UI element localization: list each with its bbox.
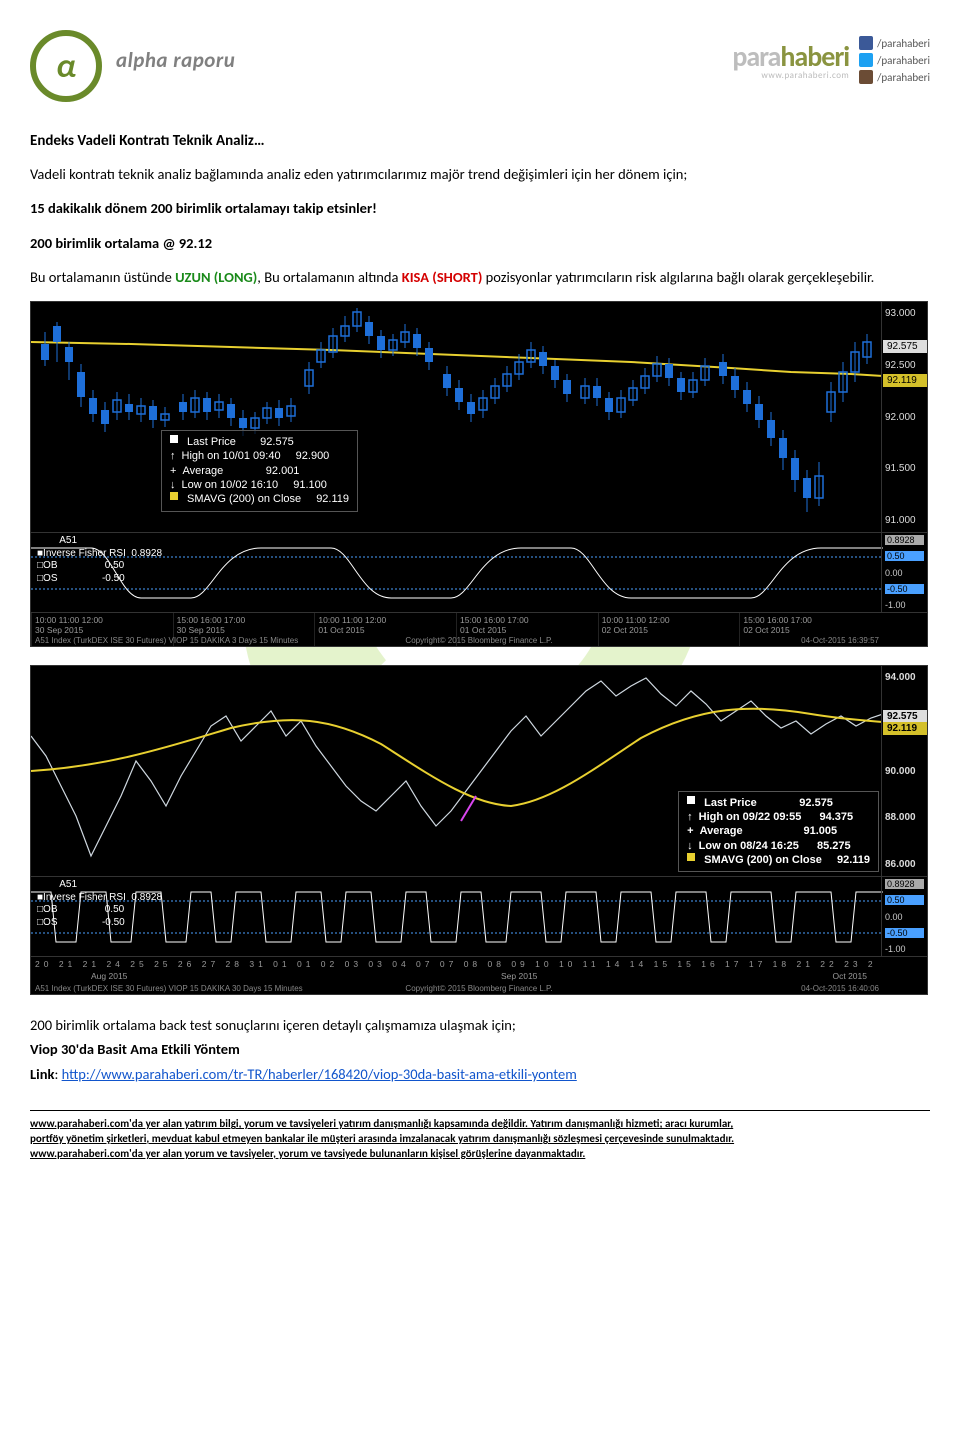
avg-value: 200 birimlik ortalama @ 92.12 [30, 233, 930, 253]
chart1-xaxis: 10:00 11:00 12:0030 Sep 2015 15:00 16:00… [31, 612, 927, 646]
facebook-icon [859, 36, 873, 50]
long-label: UZUN (LONG) [175, 268, 257, 286]
chart-3day-candles: 93.000 92.500 92.000 91.500 91.000 92.57… [30, 301, 928, 647]
short-label: KISA (SHORT) [402, 268, 483, 286]
backtest-link[interactable]: http://www.parahaberi.com/tr-TR/haberler… [62, 1065, 577, 1083]
chart-30day-line: 94.000 92.000 90.000 88.000 86.000 92.57… [30, 665, 928, 995]
chart1-info-box: Last Price 92.575 ↑ High on 10/01 09:40 … [161, 430, 358, 511]
chart2-xaxis: 20 21 21 24 25 25 26 27 28 31 01 01 02 0… [31, 956, 927, 994]
disclaimer: www.parahaberi.com'da yer alan yatırım b… [30, 1110, 930, 1162]
intro-text: Vadeli kontratı teknik analiz bağlamında… [30, 164, 930, 184]
page-header: α alpha raporu parahaberi www.parahaberi… [30, 18, 930, 102]
chart1-rsi-panel: A51 ■Inverse Fisher RSI 0.8928 □OB 0.50 … [31, 532, 927, 612]
chart1-ma-tag: 92.119 [883, 374, 927, 387]
chart2-yaxis: 94.000 92.000 90.000 88.000 86.000 [881, 666, 927, 876]
report-title: alpha raporu [116, 47, 235, 73]
brand-logo: parahaberi www.parahaberi.com [732, 39, 849, 81]
chart2-rsi-panel: A51 ■Inverse Fisher RSI 0.8928 □OB 0.50 … [31, 876, 927, 956]
social-links: /parahaberi /parahaberi /parahaberi [859, 36, 930, 84]
link-line: Link: http://www.parahaberi.com/tr-TR/ha… [30, 1064, 930, 1084]
chart2-info-box: Last Price 92.575 ↑ High on 09/22 09:55 … [678, 791, 879, 872]
chart1-yaxis: 93.000 92.500 92.000 91.500 91.000 [881, 302, 927, 532]
position-text: Bu ortalamanın üstünde UZUN (LONG), Bu o… [30, 267, 930, 287]
alpha-logo-icon: α [30, 30, 102, 102]
chart1-price-tag: 92.575 [883, 340, 927, 353]
instagram-icon [859, 70, 873, 84]
section-title: Endeks Vadeli Kontratı Teknik Analiz… [30, 132, 930, 150]
backtest-intro: 200 birimlik ortalama back test sonuçlar… [30, 1015, 930, 1035]
method-title: Viop 30'da Basit Ama Etkili Yöntem [30, 1039, 930, 1059]
twitter-icon [859, 53, 873, 67]
period-advice: 15 dakikalık dönem 200 birimlik ortalama… [30, 198, 930, 218]
chart2-ma-tag: 92.119 [883, 722, 927, 735]
